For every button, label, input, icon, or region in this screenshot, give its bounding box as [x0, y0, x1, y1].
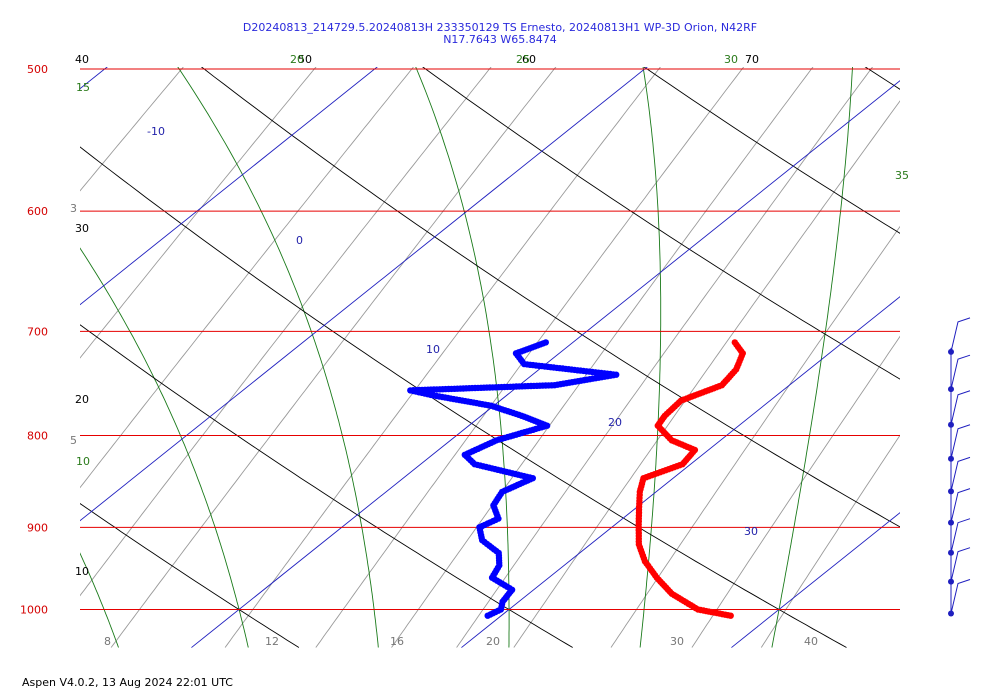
mixing-ratio-label: 3: [70, 202, 77, 215]
isotherm-label: 0: [296, 234, 303, 247]
wind-barb: [950, 547, 971, 582]
isotherm-line: [80, 67, 108, 90]
dry-adiabat-label: 70: [745, 53, 759, 66]
isotherm-line: [731, 512, 900, 648]
mixing-ratio-line: [80, 67, 414, 489]
wind-barb: [950, 317, 971, 353]
wind-barb: [950, 424, 971, 459]
moist-adiabat-label: 30: [724, 53, 738, 66]
dry-adiabat-label: 40: [75, 53, 89, 66]
mixing-ratio-line: [456, 67, 874, 648]
dry-adiabat-line: [80, 146, 847, 648]
temperature-axis-label: 8: [104, 635, 111, 648]
dry-adiabat-line: [200, 67, 900, 528]
isotherm-label: -10: [147, 125, 165, 138]
pressure-label: 1000: [20, 604, 48, 617]
moist-adiabat-label: 15: [76, 81, 90, 94]
mixing-ratio-line: [760, 434, 900, 648]
moist-adiabat-line: [771, 67, 853, 648]
temperature-axis-label: 40: [804, 635, 818, 648]
dewpoint-point: [542, 339, 549, 346]
isotherm-line: [461, 296, 900, 648]
isobars: [80, 68, 900, 610]
temperature-profile: [635, 339, 746, 619]
wind-barb: [950, 488, 971, 523]
moist-adiabat-line: [904, 37, 1000, 647]
mixing-ratio-line: [80, 67, 492, 597]
mixing-ratio-line: [224, 67, 661, 648]
software-footer: Aspen V4.0.2, 13 Aug 2024 22:01 UTC: [22, 676, 233, 689]
pressure-label: 800: [27, 429, 48, 442]
wind-barb: [950, 518, 971, 553]
dry-adiabat-label: 60: [522, 53, 536, 66]
moist-adiabat-line: [415, 67, 510, 648]
wind-barbs: [948, 317, 971, 617]
axis-labels: 500 600 700 800 900 1000 8 12 16 20 30 40 -10 0 10 20 30…: [20, 53, 909, 648]
chart-header: D20240813_214729.5.20240813H 233350129 T…: [0, 22, 1000, 46]
temperature-axis-label: 30: [670, 635, 684, 648]
isotherm-line: [80, 67, 648, 522]
moist-adiabat-line: [177, 67, 379, 648]
pressure-label: 700: [27, 325, 48, 338]
pressure-label: 900: [27, 521, 48, 534]
chart-subtitle: N17.7643 W65.8474: [443, 33, 557, 46]
dry-adiabat-line: [80, 502, 300, 648]
dry-adiabat-label: 20: [75, 393, 89, 406]
dry-adiabat-line: [422, 67, 900, 380]
mixing-ratio-line: [610, 225, 900, 648]
pressure-label: 500: [27, 63, 48, 76]
dry-adiabat-line: [864, 67, 900, 90]
dry-adiabat-label: 30: [75, 222, 89, 235]
moist-adiabat-label: 25: [516, 53, 530, 66]
dry-adiabat-line: [643, 67, 900, 234]
isotherms: [80, 67, 900, 648]
mixing-ratio-label: 5: [70, 434, 77, 447]
temperature-axis-label: 12: [265, 635, 279, 648]
dewpoint-profile: [407, 339, 620, 619]
moist-adiabat-line: [80, 247, 249, 648]
temperature-point: [731, 339, 738, 346]
isotherm-label: 20: [608, 416, 622, 429]
moist-adiabat-label: 35: [895, 169, 909, 182]
dry-adiabat-line: [0, 37, 25, 647]
mixing-ratio-line: [691, 335, 900, 648]
dry-adiabat-label: 50: [298, 53, 312, 66]
moist-adiabat-line: [639, 67, 662, 648]
isotherm-line: [80, 67, 378, 306]
mixing-ratio-line: [110, 67, 557, 648]
dry-adiabat-label: 10: [75, 565, 89, 578]
mixing-ratio-line: [315, 67, 745, 648]
mixing-ratio-line: [513, 100, 900, 648]
moist-adiabat-label: 10: [76, 455, 90, 468]
wind-barb: [950, 579, 971, 614]
moist-adiabat-line: [80, 552, 119, 648]
chart-title: D20240813_214729.5.20240813H 233350129 T…: [242, 21, 758, 34]
isotherm-label: 30: [744, 525, 758, 538]
mixing-ratio-line: [391, 67, 814, 648]
isotherm-line: [191, 80, 900, 648]
moist-adiabats: [80, 37, 1000, 648]
temperature-axis-label: 20: [486, 635, 500, 648]
isotherm-label: 10: [426, 343, 440, 356]
dry-adiabat-line: [80, 324, 573, 648]
temperature-axis-label: 16: [390, 635, 404, 648]
mixing-ratio-line: [80, 67, 184, 192]
wind-barb: [950, 456, 971, 492]
moist-adiabat-label: 20: [290, 53, 304, 66]
wind-barb: [950, 390, 971, 425]
pressure-label: 600: [27, 205, 48, 218]
wind-barb: [950, 354, 971, 390]
mixing-ratio-line: [80, 67, 317, 359]
